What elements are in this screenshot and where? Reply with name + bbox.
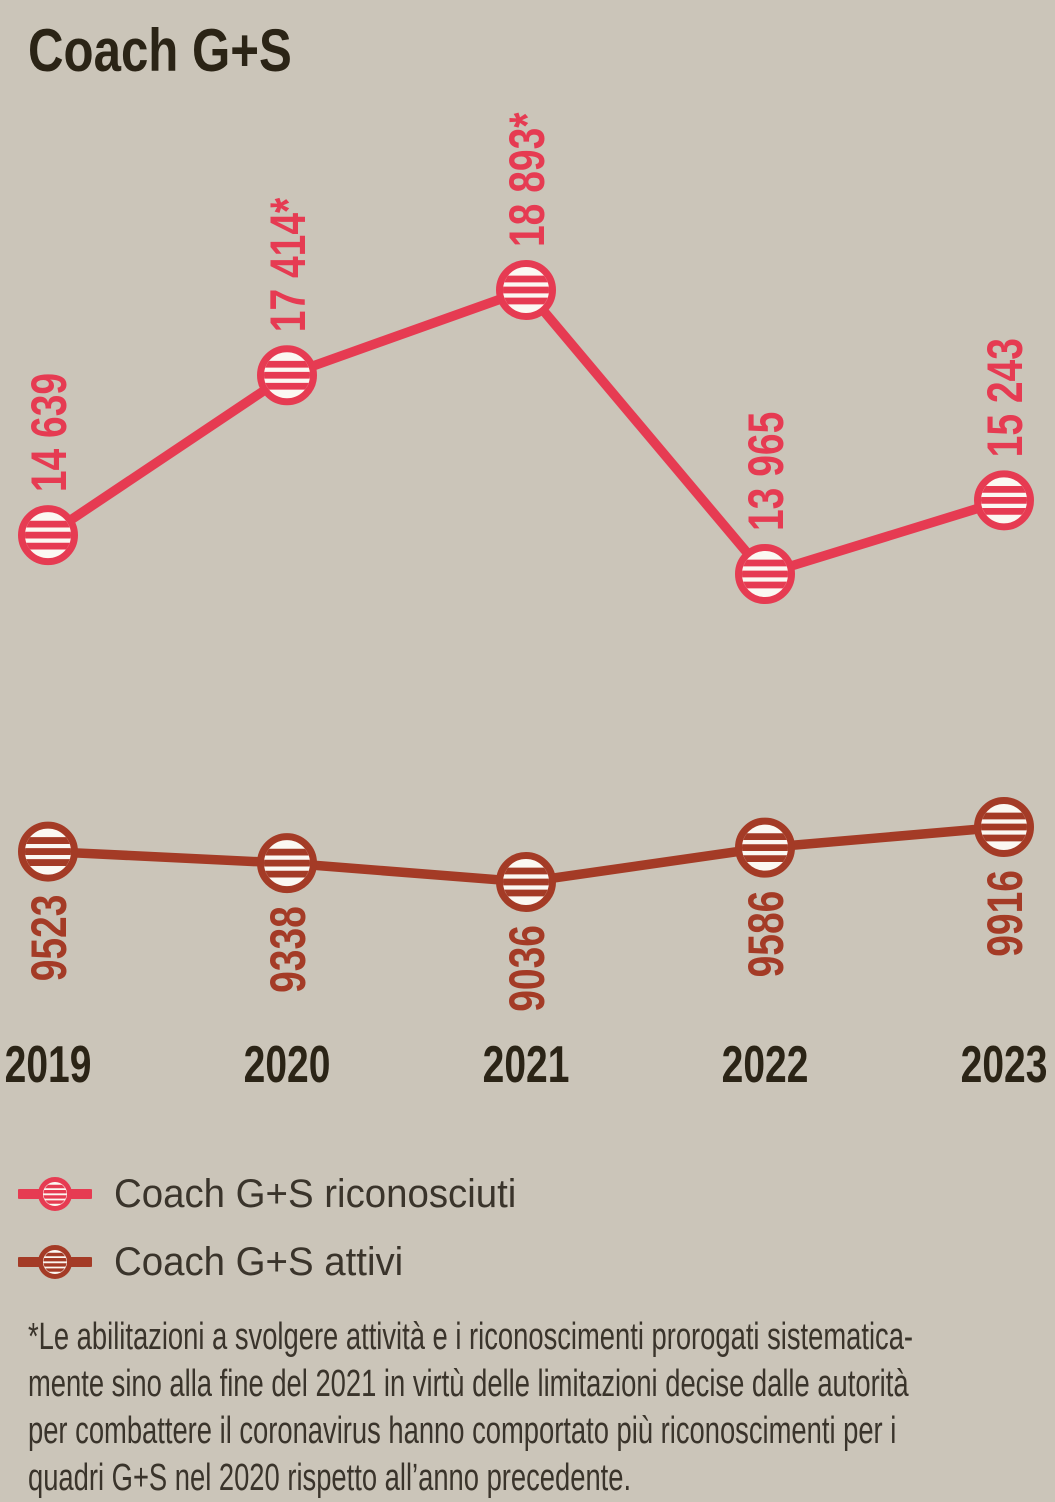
x-axis-label: 2021: [483, 1034, 570, 1093]
series-line: [45, 284, 1006, 580]
page-title: Coach G+S: [28, 17, 292, 84]
legend-item-attivi: Coach G+S attivi: [18, 1228, 533, 1296]
data-point-marker: 17 414*: [257, 197, 317, 406]
data-point-marker: 9036: [496, 852, 556, 1012]
data-point-marker: 9916: [974, 797, 1034, 957]
value-label: 9916: [976, 870, 1033, 957]
data-point-marker: 9586: [735, 817, 795, 978]
value-label: 9338: [259, 906, 316, 993]
x-axis-label: 2019: [5, 1034, 92, 1093]
value-label: 18 893*: [498, 112, 555, 247]
data-point-marker: 9338: [257, 833, 317, 993]
data-point-marker: 9523: [18, 821, 78, 982]
legend-label-riconosciuti: Coach G+S riconosciuti: [114, 1171, 517, 1216]
data-point-marker: 15 243: [974, 338, 1034, 531]
x-axis-label: 2020: [244, 1034, 331, 1093]
value-label: 13 965: [737, 412, 794, 531]
value-label: 17 414*: [259, 197, 316, 332]
x-axis-label: 2023: [961, 1034, 1048, 1093]
legend: Coach G+S riconosciuti Coach G+S attivi: [18, 1160, 533, 1296]
line-chart: 14 639 17 414* 18 893* 13 965 15 243 9523 9338…: [5, 112, 1048, 1093]
value-label: 9586: [737, 891, 794, 978]
data-point-marker: 18 893*: [496, 112, 556, 320]
striped-circle-marker-icon: [18, 1245, 92, 1279]
value-label: 15 243: [976, 338, 1033, 457]
striped-circle-marker-icon: [18, 1177, 92, 1211]
data-point-marker: 14 639: [18, 373, 78, 566]
data-point-marker: 13 965: [735, 412, 795, 604]
legend-item-riconosciuti: Coach G+S riconosciuti: [18, 1160, 533, 1228]
value-label: 9523: [20, 895, 77, 982]
value-label: 14 639: [20, 373, 77, 492]
legend-label-attivi: Coach G+S attivi: [114, 1239, 404, 1284]
footnote: *Le abilitazioni a svolgere attività e i…: [28, 1316, 914, 1499]
value-label: 9036: [498, 925, 555, 1012]
x-axis-label: 2022: [722, 1034, 809, 1093]
